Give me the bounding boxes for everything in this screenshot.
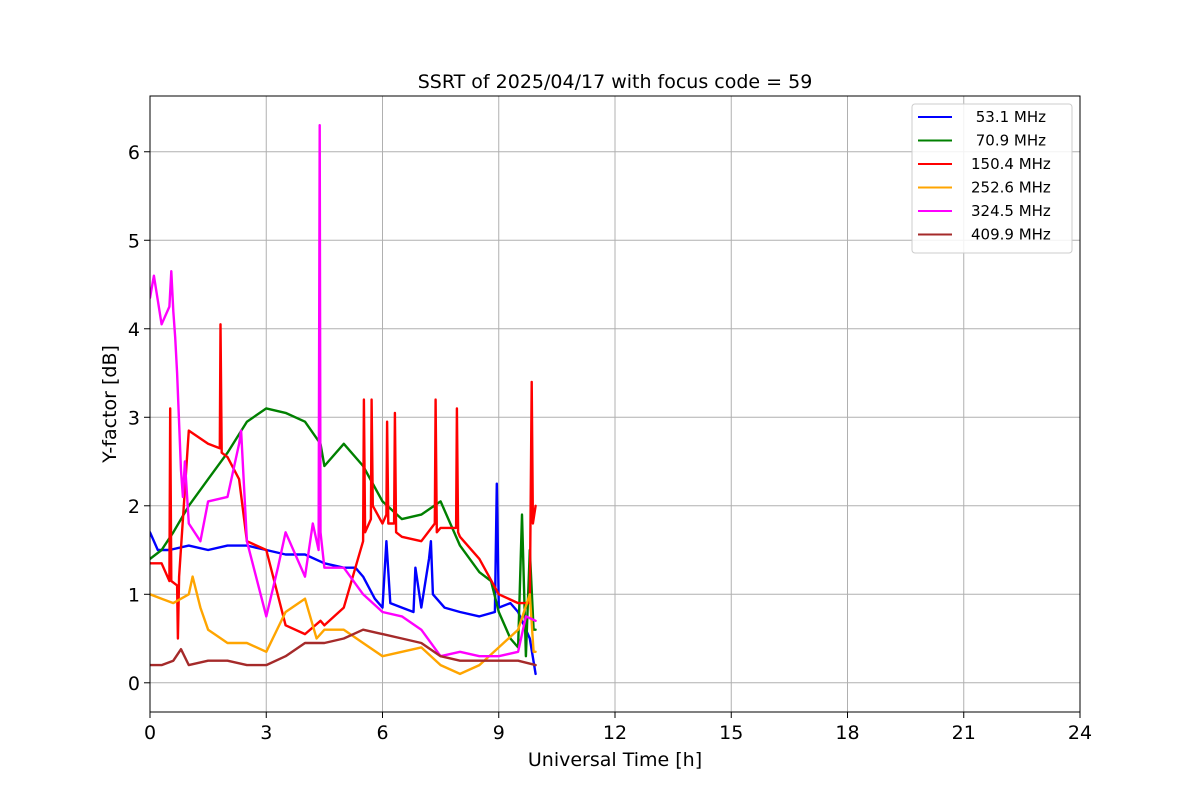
- y-tick-label: 3: [128, 407, 140, 429]
- x-tick-label: 6: [376, 722, 388, 744]
- y-axis-ticks: 0 1 2 3 4 5 6: [128, 142, 150, 695]
- y-tick-label: 6: [128, 142, 140, 164]
- x-tick-label: 24: [1068, 722, 1092, 744]
- x-tick-label: 3: [260, 722, 272, 744]
- legend-label: 324.5 MHz: [971, 202, 1051, 220]
- x-tick-label: 15: [719, 722, 743, 744]
- legend: 53.1 MHz 70.9 MHz 150.4 MHz 252.6 MHz 324.5…: [911, 103, 1073, 254]
- x-tick-label: 12: [603, 722, 627, 744]
- x-tick-label: 0: [144, 722, 156, 744]
- x-tick-label: 18: [835, 722, 859, 744]
- x-axis-ticks: 0 3 6 9 12 15 18 21 24: [144, 712, 1092, 744]
- x-tick-label: 9: [493, 722, 505, 744]
- legend-label: 53.1 MHz: [971, 108, 1046, 126]
- legend-label: 409.9 MHz: [971, 226, 1051, 244]
- legend-label: 70.9 MHz: [971, 132, 1046, 150]
- y-tick-label: 1: [128, 584, 140, 606]
- series-line-4: [150, 123, 537, 658]
- legend-label: 252.6 MHz: [971, 179, 1051, 197]
- y-tick-label: 2: [128, 496, 140, 518]
- series-line-0: [150, 482, 537, 676]
- series-line-2: [150, 323, 537, 640]
- y-tick-label: 5: [128, 230, 140, 252]
- x-tick-label: 21: [952, 722, 976, 744]
- x-axis-label: Universal Time [h]: [528, 749, 702, 771]
- y-tick-label: 4: [128, 319, 140, 341]
- legend-label: 150.4 MHz: [971, 155, 1051, 173]
- chart-title: SSRT of 2025/04/17 with focus code = 59: [418, 71, 813, 93]
- y-axis-label: Y-factor [dB]: [99, 345, 121, 464]
- series-layer: [150, 123, 537, 676]
- series-line-3: [150, 575, 537, 676]
- series-line-5: [150, 628, 537, 667]
- y-tick-label: 0: [128, 673, 140, 695]
